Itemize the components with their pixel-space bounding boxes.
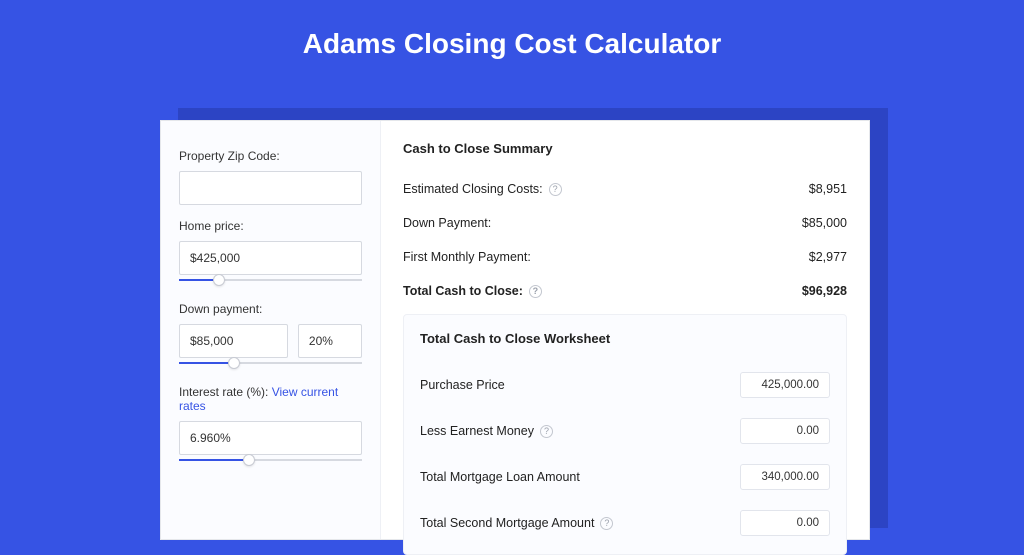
worksheet-row-label: Total Mortgage Loan Amount — [420, 470, 580, 484]
results-panel: Cash to Close Summary Estimated Closing … — [381, 121, 869, 539]
worksheet-row-value[interactable]: 0.00 — [740, 510, 830, 536]
down-payment-field: Down payment: — [179, 302, 362, 371]
summary-total-label: Total Cash to Close: — [403, 284, 523, 298]
home-price-field: Home price: — [179, 219, 362, 288]
down-payment-input[interactable] — [179, 324, 288, 358]
home-price-input[interactable] — [179, 241, 362, 275]
worksheet-row-value[interactable]: 340,000.00 — [740, 464, 830, 490]
worksheet-panel: Total Cash to Close Worksheet Purchase P… — [403, 314, 847, 555]
summary-row-label: Down Payment: — [403, 216, 491, 230]
slider-thumb[interactable] — [243, 454, 255, 466]
worksheet-row-label: Less Earnest Money — [420, 424, 534, 438]
down-payment-label: Down payment: — [179, 302, 362, 316]
interest-rate-field: Interest rate (%): View current rates — [179, 385, 362, 468]
summary-row: Down Payment: $85,000 — [403, 206, 847, 240]
zip-input[interactable] — [179, 171, 362, 205]
help-icon[interactable]: ? — [549, 183, 562, 196]
help-icon[interactable]: ? — [529, 285, 542, 298]
interest-rate-slider[interactable] — [179, 454, 362, 468]
home-price-label: Home price: — [179, 219, 362, 233]
interest-rate-label: Interest rate (%): View current rates — [179, 385, 362, 413]
worksheet-row: Purchase Price 425,000.00 — [420, 362, 830, 408]
slider-fill — [179, 362, 234, 364]
zip-field: Property Zip Code: — [179, 149, 362, 205]
help-icon[interactable]: ? — [540, 425, 553, 438]
summary-row: Estimated Closing Costs: ? $8,951 — [403, 172, 847, 206]
home-price-slider[interactable] — [179, 274, 362, 288]
summary-row-label: Estimated Closing Costs: — [403, 182, 543, 196]
worksheet-heading: Total Cash to Close Worksheet — [420, 331, 830, 346]
worksheet-row: Total Second Mortgage Amount ? 0.00 — [420, 500, 830, 546]
interest-rate-input[interactable] — [179, 421, 362, 455]
summary-heading: Cash to Close Summary — [403, 141, 847, 156]
down-payment-pct-input[interactable] — [298, 324, 362, 358]
slider-fill — [179, 459, 249, 461]
page-title: Adams Closing Cost Calculator — [0, 0, 1024, 84]
worksheet-row-value[interactable]: 0.00 — [740, 418, 830, 444]
summary-row: First Monthly Payment: $2,977 — [403, 240, 847, 274]
worksheet-row: Less Earnest Money ? 0.00 — [420, 408, 830, 454]
down-payment-slider[interactable] — [179, 357, 362, 371]
worksheet-row-label: Total Second Mortgage Amount — [420, 516, 594, 530]
summary-row-value: $8,951 — [809, 182, 847, 196]
zip-label: Property Zip Code: — [179, 149, 362, 163]
slider-thumb[interactable] — [228, 357, 240, 369]
calculator-card: Property Zip Code: Home price: Down paym… — [160, 120, 870, 540]
inputs-panel: Property Zip Code: Home price: Down paym… — [161, 121, 381, 539]
summary-total-row: Total Cash to Close: ? $96,928 — [403, 274, 847, 308]
slider-thumb[interactable] — [213, 274, 225, 286]
worksheet-row-label: Purchase Price — [420, 378, 505, 392]
help-icon[interactable]: ? — [600, 517, 613, 530]
summary-row-value: $85,000 — [802, 216, 847, 230]
summary-row-label: First Monthly Payment: — [403, 250, 531, 264]
worksheet-row: Total Mortgage Loan Amount 340,000.00 — [420, 454, 830, 500]
summary-row-value: $2,977 — [809, 250, 847, 264]
summary-total-value: $96,928 — [802, 284, 847, 298]
interest-rate-label-text: Interest rate (%): — [179, 385, 272, 399]
worksheet-row-value[interactable]: 425,000.00 — [740, 372, 830, 398]
